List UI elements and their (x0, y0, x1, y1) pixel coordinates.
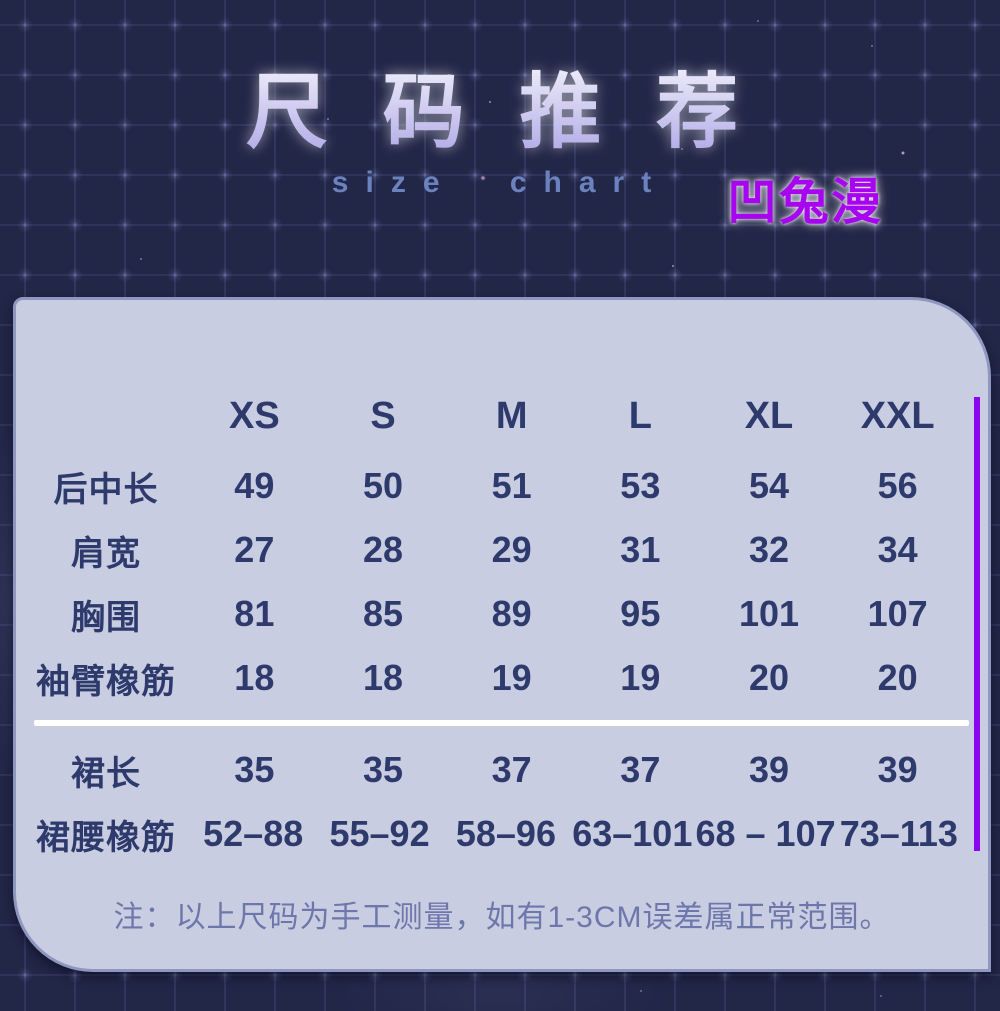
size-value-cell: 53 (620, 465, 661, 506)
size-value-cell: 55–92 (329, 813, 430, 854)
column-header: XXL (860, 394, 935, 437)
row-label: 裙长 (71, 754, 141, 793)
size-value-cell: 35 (362, 749, 404, 790)
row-label: 裙腰橡筋 (36, 818, 176, 857)
size-value-cell: 37 (491, 749, 532, 790)
size-value-cell: 68 – 107 (695, 813, 836, 854)
size-table: XS S M L XL XXL 后中长 49 50 51 53 54 56 肩宽 27 28 29 31 32 34 胸… (16, 300, 988, 866)
column-header: XS (228, 394, 280, 437)
size-value-cell: 20 (877, 657, 918, 698)
size-value-cell: 37 (620, 749, 661, 790)
column-header: S (370, 394, 396, 437)
table-row: 袖臂橡筋 18 18 19 19 20 20 (22, 646, 962, 710)
size-value-cell: 34 (877, 529, 918, 570)
row-label: 肩宽 (71, 534, 141, 573)
table-row: 肩宽 27 28 29 31 32 34 (22, 518, 962, 582)
size-value-cell: 20 (748, 657, 790, 698)
size-value-cell: 73–113 (839, 813, 958, 854)
size-value-cell: 39 (748, 749, 790, 790)
size-value-cell: 18 (234, 657, 275, 698)
size-value-cell: 39 (877, 749, 918, 790)
size-value-cell: 19 (491, 657, 532, 698)
brand-logo: 凹兔漫 (727, 174, 883, 230)
size-value-cell: 54 (748, 465, 790, 506)
size-value-cell: 28 (362, 529, 404, 570)
size-value-cell: 32 (748, 529, 790, 570)
accent-line (974, 397, 980, 851)
size-value-cell: 81 (234, 593, 275, 634)
size-value-cell: 95 (620, 593, 661, 634)
size-value-cell: 18 (362, 657, 404, 698)
size-value-cell: 63–101 (572, 813, 693, 854)
table-row: 裙腰橡筋 52–88 55–92 58–96 63–101 68 – 107 73–113 (22, 802, 962, 866)
size-value-cell: 56 (877, 465, 918, 506)
row-label: 胸围 (71, 598, 141, 637)
size-value-cell: 31 (620, 529, 661, 570)
size-value-cell: 58–96 (455, 813, 556, 854)
column-header: M (495, 394, 528, 437)
table-divider (34, 720, 969, 726)
size-value-cell: 51 (491, 465, 532, 506)
table-row: 胸围 81 85 89 95 101 107 (22, 582, 962, 646)
column-header: L (628, 394, 652, 437)
size-value-cell: 101 (738, 593, 800, 634)
measurement-note: 注：以上尺码为手工测量，如有1-3CM误差属正常范围。 (113, 901, 891, 934)
size-value-cell: 29 (491, 529, 532, 570)
row-label: 后中长 (53, 470, 159, 509)
size-value-cell: 85 (362, 593, 404, 634)
size-value-cell: 52–88 (203, 813, 304, 854)
size-value-cell: 107 (867, 593, 928, 634)
page-title: 尺 码 推 荐 (0, 0, 1000, 158)
size-value-cell: 49 (234, 465, 275, 506)
column-header: XL (744, 394, 794, 437)
table-row: 后中长 49 50 51 53 54 56 (22, 454, 962, 518)
size-table-panel: XS S M L XL XXL 后中长 49 50 51 53 54 56 肩宽 27 28 29 31 32 34 胸… (13, 297, 991, 972)
size-value-cell: 27 (234, 529, 275, 570)
size-value-cell: 19 (620, 657, 661, 698)
size-value-cell: 89 (491, 593, 532, 634)
page-header: 尺 码 推 荐 size chart 凹兔漫 (0, 0, 1000, 230)
table-header-row: XS S M L XL XXL (22, 378, 962, 454)
size-value-cell: 50 (362, 465, 404, 506)
page-subtitle: size chart (331, 166, 669, 200)
table-row: 裙长 35 35 37 37 39 39 (22, 738, 962, 802)
size-value-cell: 35 (234, 749, 275, 790)
row-label: 袖臂橡筋 (36, 662, 176, 701)
